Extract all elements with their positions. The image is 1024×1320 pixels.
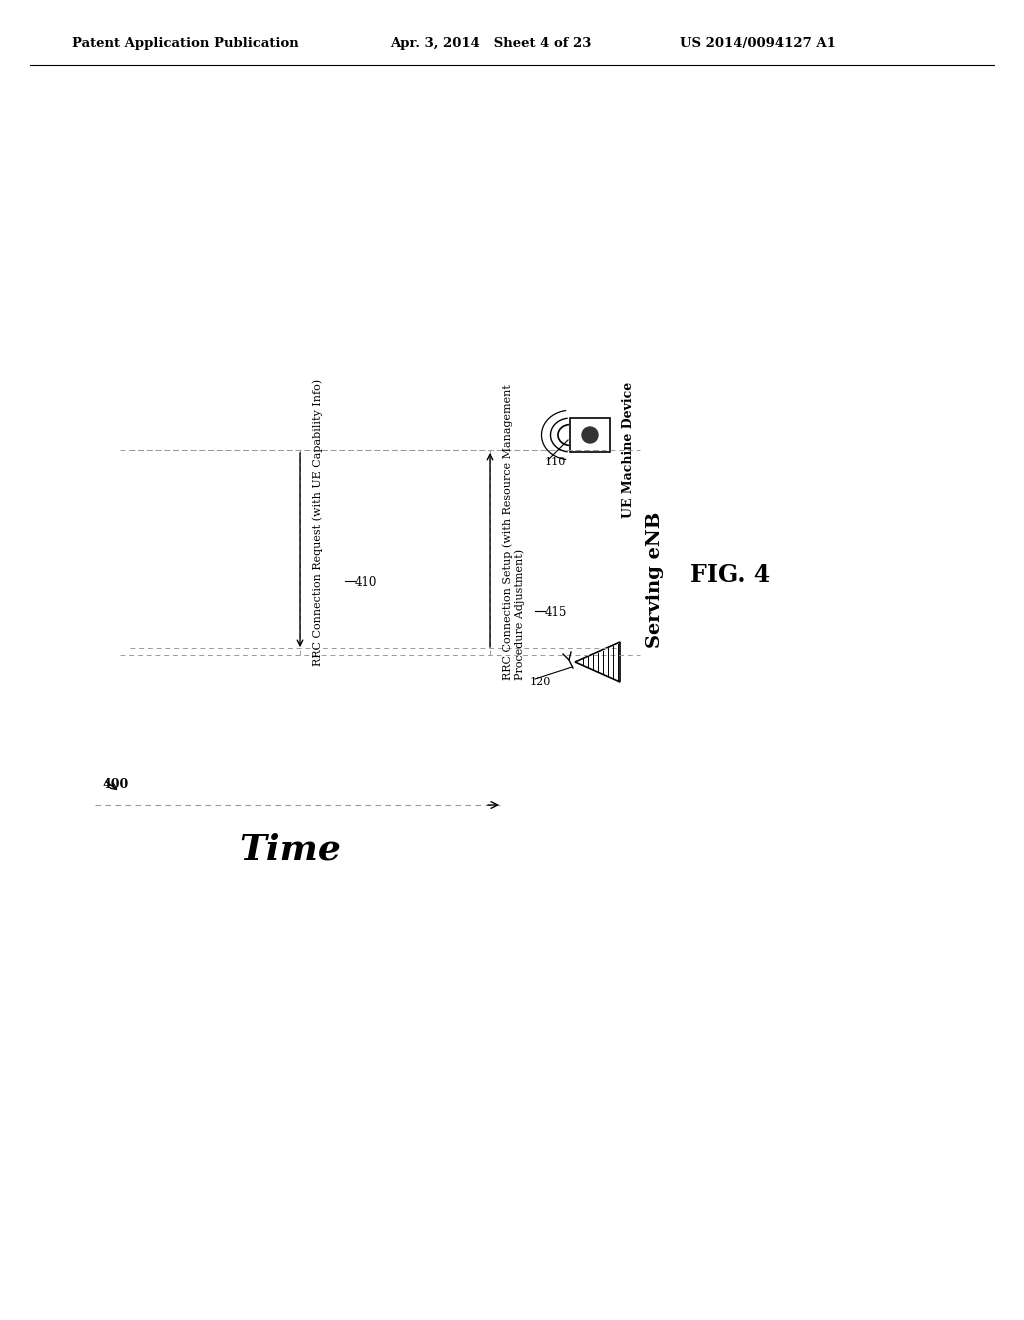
Text: RRC Connection Setup (with Resource Management
Procedure Adjustment): RRC Connection Setup (with Resource Mana… <box>502 384 525 680</box>
Text: 110: 110 <box>545 457 566 467</box>
Text: 415: 415 <box>545 606 567 619</box>
Polygon shape <box>575 642 620 682</box>
Text: UE Machine Device: UE Machine Device <box>622 381 635 519</box>
Text: FIG. 4: FIG. 4 <box>690 564 770 587</box>
Text: US 2014/0094127 A1: US 2014/0094127 A1 <box>680 37 836 49</box>
Text: Apr. 3, 2014   Sheet 4 of 23: Apr. 3, 2014 Sheet 4 of 23 <box>390 37 592 49</box>
Text: 400: 400 <box>102 779 128 792</box>
Text: Time: Time <box>239 833 341 867</box>
FancyBboxPatch shape <box>570 418 610 451</box>
Text: 410: 410 <box>355 576 378 589</box>
Text: Serving eNB: Serving eNB <box>646 512 664 648</box>
Circle shape <box>582 426 598 444</box>
Text: 120: 120 <box>530 677 551 686</box>
Text: Patent Application Publication: Patent Application Publication <box>72 37 299 49</box>
Text: RRC Connection Request (with UE Capability Info): RRC Connection Request (with UE Capabili… <box>312 379 323 667</box>
